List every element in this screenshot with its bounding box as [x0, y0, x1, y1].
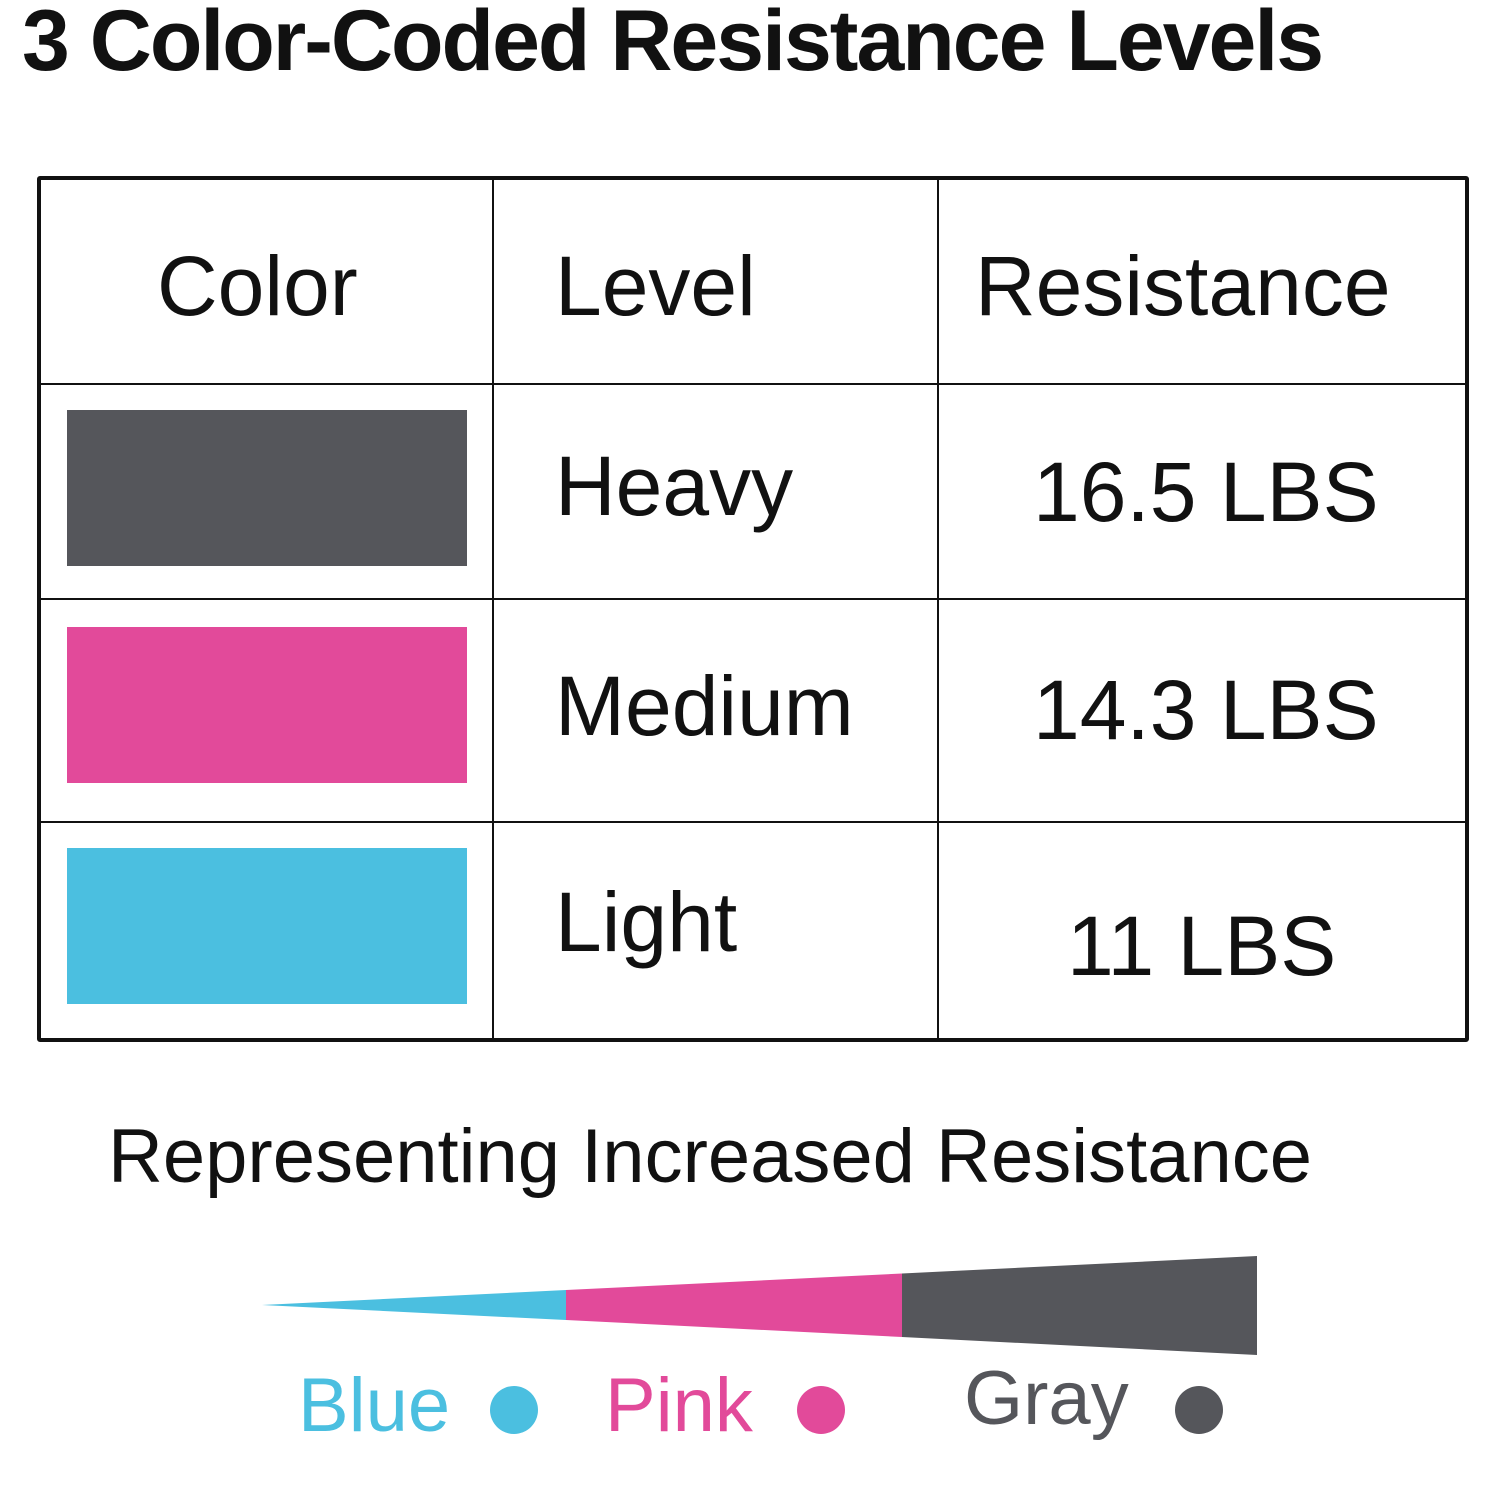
- page-title: 3 Color-Coded Resistance Levels: [22, 0, 1324, 89]
- divider: [492, 180, 494, 1038]
- wedge-blue: [262, 1290, 566, 1320]
- legend-label-gray: Gray: [964, 1356, 1129, 1441]
- resistance-medium: 14.3 LBS: [1033, 663, 1379, 757]
- header-color: Color: [157, 239, 358, 333]
- legend-dot-blue: [490, 1386, 538, 1434]
- resistance-heavy: 16.5 LBS: [1033, 445, 1379, 539]
- wedge-gray: [902, 1256, 1257, 1355]
- color-swatch-light: [67, 848, 467, 1004]
- subtitle: Representing Increased Resistance: [108, 1114, 1313, 1199]
- level-light: Light: [555, 875, 738, 969]
- level-heavy: Heavy: [555, 439, 794, 533]
- divider: [937, 180, 939, 1038]
- divider: [41, 821, 1465, 823]
- divider: [41, 598, 1465, 600]
- legend-dot-gray: [1175, 1386, 1223, 1434]
- header-level: Level: [555, 239, 756, 333]
- wedge-pink: [566, 1273, 902, 1337]
- header-resistance: Resistance: [975, 239, 1391, 333]
- color-swatch-heavy: [67, 410, 467, 566]
- legend-dot-pink: [797, 1386, 845, 1434]
- color-swatch-medium: [67, 627, 467, 783]
- divider: [41, 383, 1465, 385]
- resistance-table: Color Level Resistance Heavy 16.5 LBS Me…: [37, 176, 1469, 1042]
- resistance-light: 11 LBS: [1067, 899, 1337, 993]
- legend-label-blue: Blue: [298, 1363, 451, 1448]
- legend-label-pink: Pink: [605, 1363, 753, 1448]
- level-medium: Medium: [555, 659, 854, 753]
